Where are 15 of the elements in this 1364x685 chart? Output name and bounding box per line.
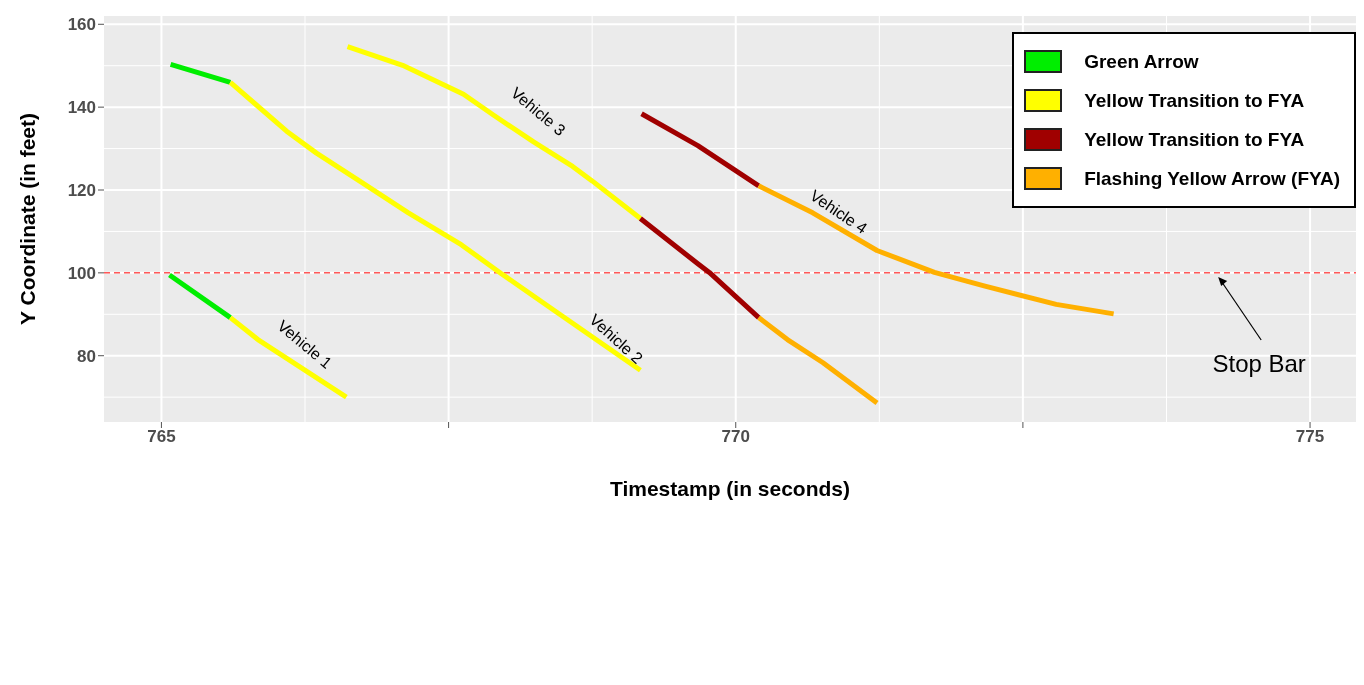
x-axis-title: Timestamp (in seconds) xyxy=(609,477,851,500)
x-tick-label: 770 xyxy=(721,427,750,447)
y-axis-title: Y Coordinate (in feet) xyxy=(16,113,40,325)
legend-label: Flashing Yellow Arrow (FYA) xyxy=(1084,167,1340,190)
legend-label: Yellow Transition to FYA xyxy=(1084,89,1305,112)
legend-label: Yellow Transition to FYA xyxy=(1084,128,1305,151)
y-tick-label: 140 xyxy=(67,98,96,118)
x-tick-label: 775 xyxy=(1295,427,1325,447)
x-tick-label: 765 xyxy=(147,427,176,447)
y-tick-label: 100 xyxy=(67,263,96,283)
annotation: Stop Bar xyxy=(1212,350,1306,377)
y-tick-label: 80 xyxy=(77,346,96,366)
y-tick-label: 160 xyxy=(67,15,96,35)
y-tick-label: 120 xyxy=(67,181,96,201)
legend-label: Green Arrow xyxy=(1084,50,1199,73)
